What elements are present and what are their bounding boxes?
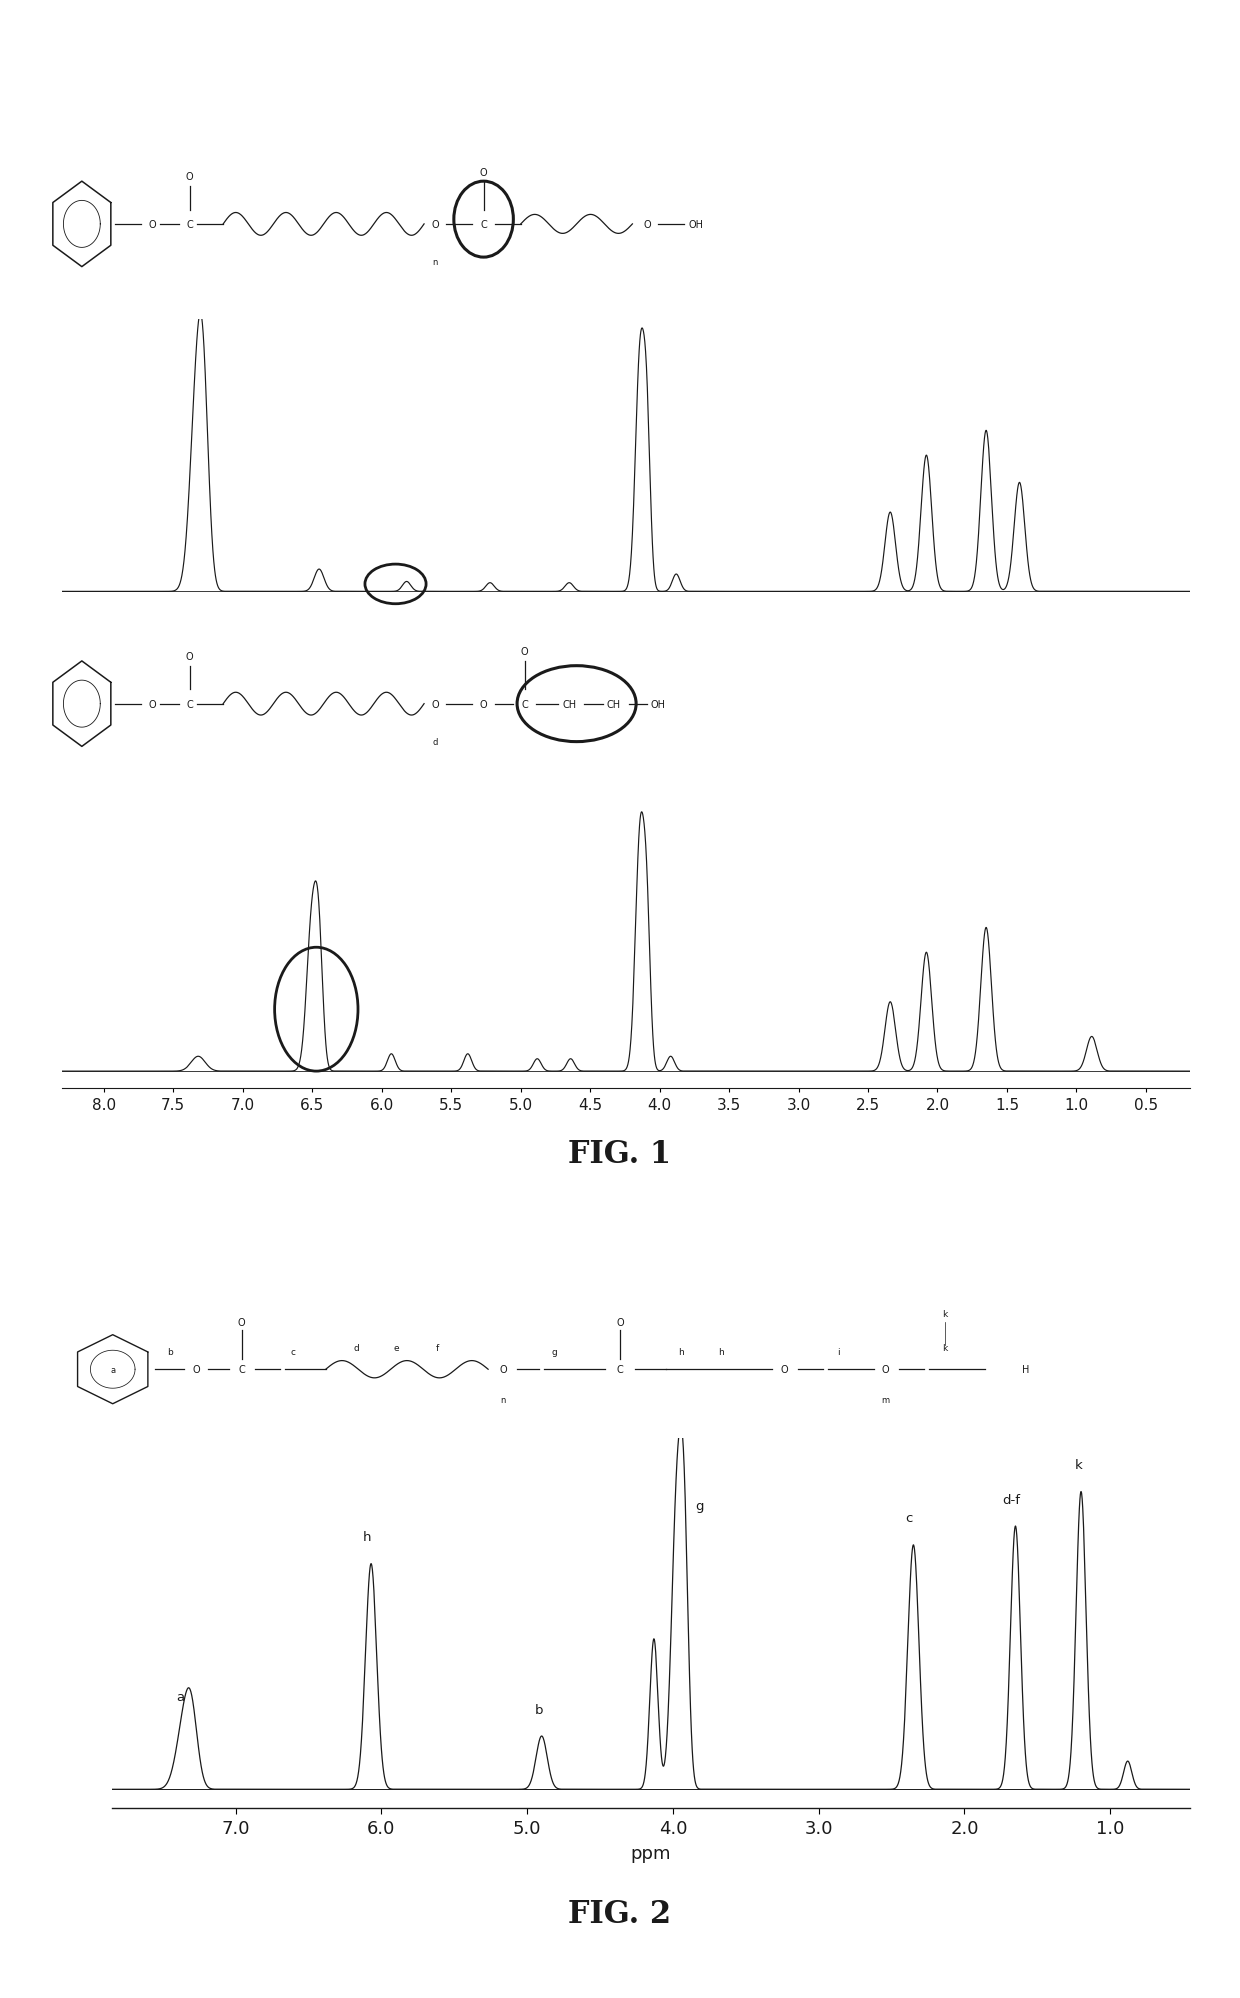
Text: g: g xyxy=(694,1498,703,1512)
Text: g: g xyxy=(551,1349,557,1357)
Text: k: k xyxy=(1074,1459,1083,1471)
Text: d: d xyxy=(433,737,438,747)
Text: e: e xyxy=(394,1343,399,1353)
Text: d-f: d-f xyxy=(1002,1493,1021,1506)
Text: c: c xyxy=(291,1349,296,1357)
Text: O: O xyxy=(882,1365,889,1375)
Text: a: a xyxy=(110,1365,115,1375)
Text: CH: CH xyxy=(606,699,621,709)
Text: FIG. 1: FIG. 1 xyxy=(568,1139,672,1169)
Text: k: k xyxy=(942,1309,947,1319)
Text: O: O xyxy=(186,172,193,182)
Text: C: C xyxy=(480,220,487,230)
Text: f: f xyxy=(435,1343,439,1353)
Text: h: h xyxy=(362,1530,371,1544)
Text: O: O xyxy=(480,168,487,178)
Text: k: k xyxy=(942,1343,947,1353)
Text: OH: OH xyxy=(651,699,666,709)
Text: C: C xyxy=(616,1365,624,1375)
Text: O: O xyxy=(149,220,156,230)
Text: d: d xyxy=(353,1343,360,1353)
Text: b: b xyxy=(166,1349,172,1357)
Text: h: h xyxy=(718,1349,724,1357)
Text: c: c xyxy=(905,1512,913,1524)
Text: b: b xyxy=(534,1702,543,1716)
Text: O: O xyxy=(500,1365,507,1375)
Text: h: h xyxy=(678,1349,683,1357)
Text: m: m xyxy=(882,1395,890,1405)
Text: O: O xyxy=(644,220,651,230)
Text: a: a xyxy=(176,1690,185,1702)
Text: O: O xyxy=(149,699,156,709)
Text: i: i xyxy=(837,1349,839,1357)
Text: CH: CH xyxy=(562,699,577,709)
Text: C: C xyxy=(186,699,193,709)
Text: O: O xyxy=(521,647,528,657)
Text: FIG. 2: FIG. 2 xyxy=(568,1898,672,1928)
Text: n: n xyxy=(433,258,438,268)
Text: C: C xyxy=(238,1365,246,1375)
Text: H: H xyxy=(1022,1365,1029,1375)
Text: O: O xyxy=(186,651,193,661)
Text: n: n xyxy=(501,1395,506,1405)
Text: O: O xyxy=(616,1317,624,1327)
X-axis label: ppm: ppm xyxy=(631,1844,671,1862)
Text: O: O xyxy=(432,699,439,709)
Text: O: O xyxy=(432,220,439,230)
Text: OH: OH xyxy=(688,220,703,230)
Text: C: C xyxy=(521,699,528,709)
Text: O: O xyxy=(238,1317,246,1327)
Text: O: O xyxy=(192,1365,200,1375)
Text: C: C xyxy=(186,220,193,230)
Text: O: O xyxy=(480,699,487,709)
Text: O: O xyxy=(780,1365,789,1375)
